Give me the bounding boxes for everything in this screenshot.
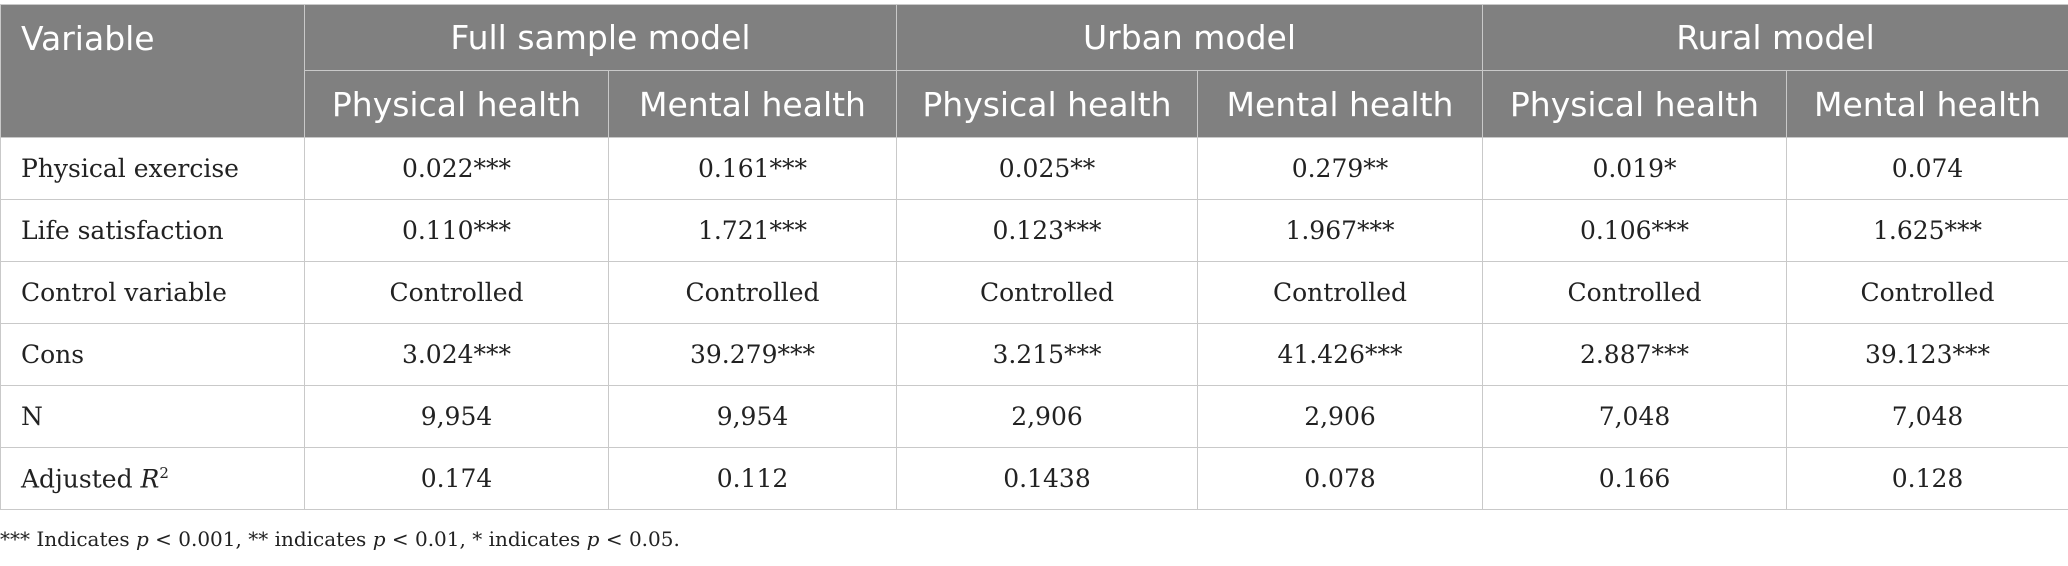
table-cell: 0.174	[304, 447, 609, 510]
footnote-part: < 0.05.	[599, 527, 680, 551]
group-header-urban: Urban model	[896, 4, 1483, 71]
table-cell: 3.215***	[896, 323, 1198, 386]
footnote-p-symbol: p	[372, 527, 386, 551]
table-body: Physical exercise 0.022*** 0.161*** 0.02…	[0, 137, 2068, 510]
table-cell: 2.887***	[1482, 323, 1787, 386]
table-cell: 0.123***	[896, 199, 1198, 262]
footnote-p-symbol: p	[586, 527, 600, 551]
table-cell: 0.074	[1785, 137, 2068, 200]
table-cell: 39.279***	[608, 323, 897, 386]
table-cell: Controlled	[1482, 261, 1787, 324]
footnote-part: *** Indicates	[0, 527, 136, 551]
table-cell: Controlled	[1197, 261, 1483, 324]
row-label: N	[0, 385, 305, 448]
table-row: Control variable Controlled Controlled C…	[0, 261, 2068, 324]
table-cell: 7,048	[1785, 385, 2068, 448]
table-cell: 1.721***	[608, 199, 897, 262]
table-cell: 0.110***	[304, 199, 609, 262]
table-cell: 41.426***	[1197, 323, 1483, 386]
subheader-urban-physical: Physical health	[896, 70, 1198, 138]
table-cell: Controlled	[304, 261, 609, 324]
table-cell: 9,954	[304, 385, 609, 448]
table-header: Variable Full sample model Urban model R…	[0, 4, 2068, 138]
table-row: Life satisfaction 0.110*** 1.721*** 0.12…	[0, 199, 2068, 262]
footnote-p-symbol: p	[135, 527, 149, 551]
table-cell: Controlled	[1785, 261, 2068, 324]
table-cell: 0.166	[1482, 447, 1787, 510]
table-cell: Controlled	[896, 261, 1198, 324]
table-cell: 1.967***	[1197, 199, 1483, 262]
row-label: Life satisfaction	[0, 199, 305, 262]
table-cell: 0.019*	[1482, 137, 1787, 200]
group-header-rural: Rural model	[1481, 4, 2068, 71]
footnote-part: < 0.001, ** indicates	[148, 527, 373, 551]
row-label: Cons	[0, 323, 305, 386]
table-cell: 0.106***	[1482, 199, 1787, 262]
table-row: N 9,954 9,954 2,906 2,906 7,048 7,048	[0, 385, 2068, 448]
table-cell: 1.625***	[1785, 199, 2068, 262]
table-row: Cons 3.024*** 39.279*** 3.215*** 41.426*…	[0, 323, 2068, 386]
r-symbol: R	[140, 464, 160, 494]
subheader-rural-physical: Physical health	[1482, 70, 1787, 138]
row-label: Physical exercise	[0, 137, 305, 200]
table-cell: 9,954	[608, 385, 897, 448]
table-cell: 2,906	[896, 385, 1198, 448]
row-label: Control variable	[0, 261, 305, 324]
table-cell: 0.128	[1785, 447, 2068, 510]
table-cell: 2,906	[1197, 385, 1483, 448]
footnote-part: < 0.01, * indicates	[385, 527, 587, 551]
table-cell: Controlled	[608, 261, 897, 324]
row-label-adjusted-r2: Adjusted R2	[0, 447, 305, 510]
table-cell: 0.022***	[304, 137, 609, 200]
table-cell: 0.1438	[896, 447, 1198, 510]
table-row: Physical exercise 0.022*** 0.161*** 0.02…	[0, 137, 2068, 200]
regression-table: Variable Full sample model Urban model R…	[0, 4, 2068, 510]
variable-header: Variable	[0, 4, 305, 138]
table-cell: 0.112	[608, 447, 897, 510]
table-cell: 0.161***	[608, 137, 897, 200]
table-cell: 0.025**	[896, 137, 1198, 200]
table-cell: 39.123***	[1785, 323, 2068, 386]
table-row: Adjusted R2 0.174 0.112 0.1438 0.078 0.1…	[0, 447, 2068, 510]
row-label-text: Adjusted	[21, 464, 133, 494]
subheader-urban-mental: Mental health	[1197, 70, 1483, 138]
group-header-full-sample: Full sample model	[304, 4, 897, 71]
superscript-2: 2	[159, 463, 169, 482]
subheader-full-mental: Mental health	[608, 70, 897, 138]
table-cell: 3.024***	[304, 323, 609, 386]
table-cell: 0.279**	[1197, 137, 1483, 200]
table-cell: 0.078	[1197, 447, 1483, 510]
subheader-rural-mental: Mental health	[1785, 70, 2068, 138]
subheader-full-physical: Physical health	[304, 70, 609, 138]
table-cell: 7,048	[1482, 385, 1787, 448]
table-footnote: *** Indicates p < 0.001, ** indicates p …	[0, 527, 680, 551]
regression-table-container: Variable Full sample model Urban model R…	[0, 4, 2068, 510]
